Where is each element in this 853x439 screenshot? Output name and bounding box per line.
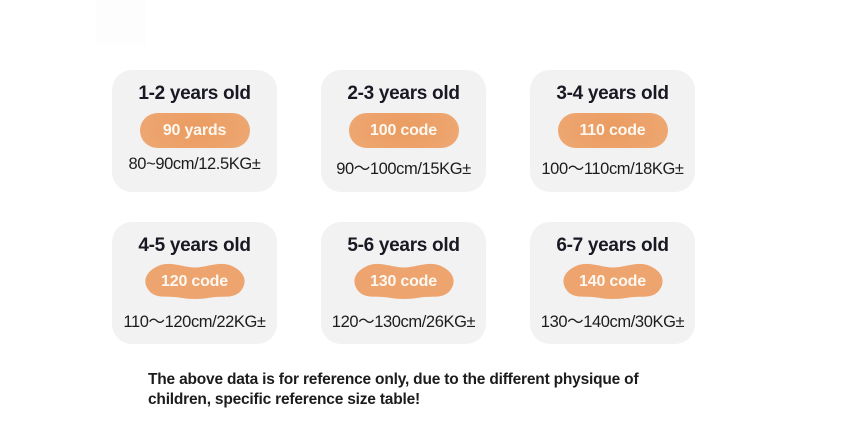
height-weight-label: 130〜140cm/30KG± (540, 313, 685, 331)
size-badge: 130 code (350, 260, 458, 303)
blob-badge-shape (562, 263, 663, 299)
blob-badge-shape (144, 263, 245, 299)
size-card-6-7-years: 6-7 years old 140 code 130〜140cm/30KG± (530, 222, 695, 344)
age-label: 2-3 years old (347, 83, 460, 104)
height-weight-label: 90〜100cm/15KG± (336, 160, 471, 178)
corner-artifact (96, 0, 146, 45)
size-badge-label: 130 code (370, 272, 437, 290)
size-badge-label: 140 code (579, 272, 646, 290)
size-badge: 100 code (348, 113, 459, 148)
size-badge: 110 code (557, 113, 668, 148)
size-card-5-6-years: 5-6 years old 130 code 120〜130cm/26KG± (321, 222, 486, 344)
size-badge-label: 110 code (579, 121, 646, 139)
age-label: 6-7 years old (556, 235, 669, 256)
height-weight-label: 110〜120cm/22KG± (123, 313, 266, 331)
size-badge: 120 code (141, 260, 249, 303)
size-badge: 90 yards (139, 113, 250, 148)
size-card-grid: 1-2 years old 90 yards 80~90cm/12.5KG± 2… (112, 70, 695, 344)
age-label: 5-6 years old (347, 235, 460, 256)
size-card-3-4-years: 3-4 years old 110 code 100〜110cm/18KG± (530, 70, 695, 192)
height-weight-label: 80~90cm/12.5KG± (128, 155, 261, 173)
size-card-4-5-years: 4-5 years old 120 code 110〜120cm/22KG± (112, 222, 277, 344)
size-card-1-2-years: 1-2 years old 90 yards 80~90cm/12.5KG± (112, 70, 277, 192)
size-card-2-3-years: 2-3 years old 100 code 90〜100cm/15KG± (321, 70, 486, 192)
size-badge: 140 code (559, 260, 667, 303)
size-badge-label: 100 code (370, 121, 437, 139)
blob-badge-shape (353, 263, 454, 299)
height-weight-label: 120〜130cm/26KG± (331, 313, 476, 331)
disclaimer-note: The above data is for reference only, du… (148, 370, 688, 410)
age-label: 4-5 years old (138, 235, 251, 256)
age-label: 3-4 years old (556, 83, 669, 104)
size-badge-label: 90 yards (162, 121, 227, 139)
height-weight-label: 100〜110cm/18KG± (541, 160, 684, 178)
disclaimer-line-1: The above data is for reference only, du… (148, 371, 639, 388)
size-badge-label: 120 code (161, 272, 228, 290)
disclaimer-line-2: children, specific reference size table! (148, 391, 420, 408)
age-label: 1-2 years old (138, 83, 251, 104)
